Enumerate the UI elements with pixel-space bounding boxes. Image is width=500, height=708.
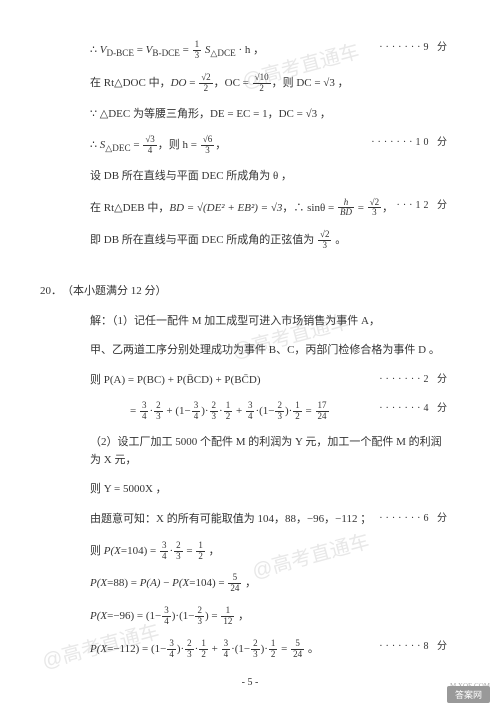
- sub: B-DCE: [152, 48, 179, 58]
- math-text: ∵ △DEC 为等腰三角形，DE = EC = 1，DC = √3 ，: [90, 106, 331, 124]
- math-expr: ∴ VD-BCE = VB-DCE = 13 S△DCE · h ，: [90, 40, 264, 61]
- solution-line: 则 P(X=104) = 34·23 = 12 ，: [70, 541, 450, 562]
- solution-line: ∵ △DEC 为等腰三角形，DE = EC = 1，DC = √3 ，: [70, 106, 450, 124]
- math-expr: 则 P(X=104) = 34·23 = 12 ，: [90, 541, 220, 562]
- score-marker: ·······2 分: [379, 372, 450, 388]
- solution-line: （2）设工厂加工 5000 个配件 M 的利润为 Y 元，加工一个配件 M 的利…: [70, 434, 450, 469]
- math-expr: = 34·23 + (1−34)·23·12 + 34·(1−23)·12 = …: [130, 401, 330, 422]
- corner-badge: 答案网: [447, 686, 490, 703]
- math-text: 在 Rt△DOC 中，DO = √22，OC = √102，则 DC = √3 …: [90, 73, 349, 94]
- math-text: 则 Y = 5000X ，: [90, 481, 167, 499]
- math-text: （2）设工厂加工 5000 个配件 M 的利润为 Y 元，加工一个配件 M 的利…: [90, 434, 450, 469]
- score-marker: ·······8 分: [379, 639, 450, 655]
- solution-line: ∴ VD-BCE = VB-DCE = 13 S△DCE · h ， ·····…: [70, 40, 450, 61]
- solution-line: 在 Rt△DOC 中，DO = √22，OC = √102，则 DC = √3 …: [70, 73, 450, 94]
- solution-line: 由题意可知：X 的所有可能取值为 104，88，−96，−112 ； ·····…: [70, 511, 450, 529]
- math-expr: P(X=88) = P(A) − P(X=104) = 524 ，: [90, 573, 256, 594]
- score-marker: ·······9 分: [379, 40, 450, 56]
- solution-line: 则 Y = 5000X ，: [70, 481, 450, 499]
- math-expr: ∴ S△DEC = √34，则 h = √63，: [90, 135, 226, 156]
- sub: D-BCE: [106, 48, 133, 58]
- math-expr: P(X=−112) = (1−34)·23·12 + 34·(1−23)·12 …: [90, 639, 319, 660]
- math-text: 由题意可知：X 的所有可能取值为 104，88，−96，−112 ；: [90, 511, 371, 529]
- score-marker: ·······6 分: [379, 511, 450, 527]
- solution-line: 在 Rt△DEB 中，BD = √(DE² + EB²) = √3，∴ sinθ…: [70, 198, 450, 219]
- math-text: 设 DB 所在直线与平面 DEC 所成角为 θ ，: [90, 168, 292, 186]
- question-title: （本小题满分 12 分）: [62, 283, 167, 301]
- solution-line: P(X=88) = P(A) − P(X=104) = 524 ，: [70, 573, 450, 594]
- sub: △DEC: [105, 143, 130, 153]
- solution-line: 即 DB 所在直线与平面 DEC 所成角的正弦值为 √23 。: [70, 230, 450, 251]
- math-expr: P(X=−96) = (1−34)·(1−23) = 112 ，: [90, 606, 249, 627]
- solution-line: ∴ S△DEC = √34，则 h = √63， ·······10 分: [70, 135, 450, 156]
- math-text: 甲、乙两道工序分别处理成功为事件 B、C，丙部门检修合格为事件 D 。: [90, 342, 440, 360]
- solution-line: 甲、乙两道工序分别处理成功为事件 B、C，丙部门检修合格为事件 D 。: [70, 342, 450, 360]
- solution-line: 设 DB 所在直线与平面 DEC 所成角为 θ ，: [70, 168, 450, 186]
- score-marker: ·······10 分: [371, 135, 450, 151]
- solution-line: P(X=−96) = (1−34)·(1−23) = 112 ，: [70, 606, 450, 627]
- math-expr: 在 Rt△DEB 中，BD = √(DE² + EB²) = √3，∴ sinθ…: [90, 198, 393, 219]
- question-header: 20． （本小题满分 12 分）: [40, 283, 450, 301]
- solution-line: = 34·23 + (1−34)·23·12 + 34·(1−23)·12 = …: [70, 401, 450, 422]
- math-expr: 则 P(A) = P(BC) + P(B̄CD) + P(BC̄D): [90, 372, 261, 390]
- page-number: - 5 -: [242, 677, 259, 688]
- question-number: 20．: [40, 283, 62, 301]
- math-text: 即 DB 所在直线与平面 DEC 所成角的正弦值为 √23 。: [90, 230, 346, 251]
- score-marker: ···12 分: [397, 198, 451, 214]
- math-text: 解：（1）记任一配件 M 加工成型可进入市场销售为事件 A，: [90, 313, 380, 331]
- solution-line: 解：（1）记任一配件 M 加工成型可进入市场销售为事件 A，: [70, 313, 450, 331]
- solution-line: P(X=−112) = (1−34)·23·12 + 34·(1−23)·12 …: [70, 639, 450, 660]
- sub: △DCE: [210, 48, 235, 58]
- page-content: ∴ VD-BCE = VB-DCE = 13 S△DCE · h ， ·····…: [70, 40, 450, 660]
- score-marker: ·······4 分: [379, 401, 450, 417]
- solution-line: 则 P(A) = P(BC) + P(B̄CD) + P(BC̄D) ·····…: [70, 372, 450, 390]
